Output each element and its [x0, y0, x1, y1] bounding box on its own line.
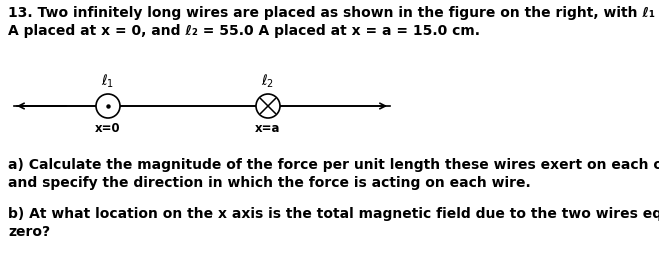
Text: a) Calculate the magnitude of the force per unit length these wires exert on eac: a) Calculate the magnitude of the force …	[8, 158, 659, 172]
Circle shape	[96, 94, 120, 118]
Text: b) At what location on the x axis is the total magnetic field due to the two wir: b) At what location on the x axis is the…	[8, 207, 659, 221]
Text: zero?: zero?	[8, 225, 50, 239]
Circle shape	[256, 94, 280, 118]
Text: x=a: x=a	[255, 122, 281, 135]
Text: and specify the direction in which the force is acting on each wire.: and specify the direction in which the f…	[8, 176, 530, 190]
Text: $\ell_1$: $\ell_1$	[101, 73, 115, 90]
Text: x=0: x=0	[95, 122, 121, 135]
Text: $\ell_2$: $\ell_2$	[262, 73, 275, 90]
Text: A placed at x = 0, and ℓ₂ = 55.0 A placed at x = a = 15.0 cm.: A placed at x = 0, and ℓ₂ = 55.0 A place…	[8, 24, 480, 38]
Text: 13. Two infinitely long wires are placed as shown in the figure on the right, wi: 13. Two infinitely long wires are placed…	[8, 6, 659, 20]
